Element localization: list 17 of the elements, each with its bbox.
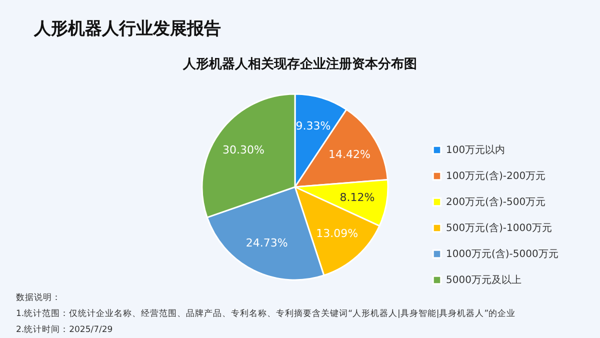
data-label: 24.73% xyxy=(246,236,288,250)
legend-label: 1000万元(含)-5000万元 xyxy=(446,248,558,260)
data-label: 14.42% xyxy=(328,148,370,161)
text: 数据说明： xyxy=(16,292,61,303)
text: 1.统计范围：仅统计企业名称、经营范围、品牌产品、专利名称、专利摘要含关键词“人形机器人|具身智能|具身机器人”的企业 xyxy=(16,308,516,319)
data-label: 30.30% xyxy=(222,143,264,156)
data-label: 9.33% xyxy=(296,119,331,132)
chart-subtitle: 人形机器人相关现存企业注册资本分布图 xyxy=(182,56,417,72)
data-label: 13.09% xyxy=(316,227,358,240)
legend-label: 100万元以内 xyxy=(446,144,506,156)
legend-label: 5000万元及以上 xyxy=(446,274,522,286)
data-label: 8.12% xyxy=(340,191,375,204)
text: 2.统计时间：2025/7/29 xyxy=(16,324,113,335)
legend-label: 200万元(含)-500万元 xyxy=(446,196,546,208)
chart-title: 人形机器人行业发展报告 xyxy=(33,19,221,39)
legend-label: 500万元(含)-1000万元 xyxy=(446,222,552,234)
legend-label: 100万元(含)-200万元 xyxy=(446,170,546,182)
